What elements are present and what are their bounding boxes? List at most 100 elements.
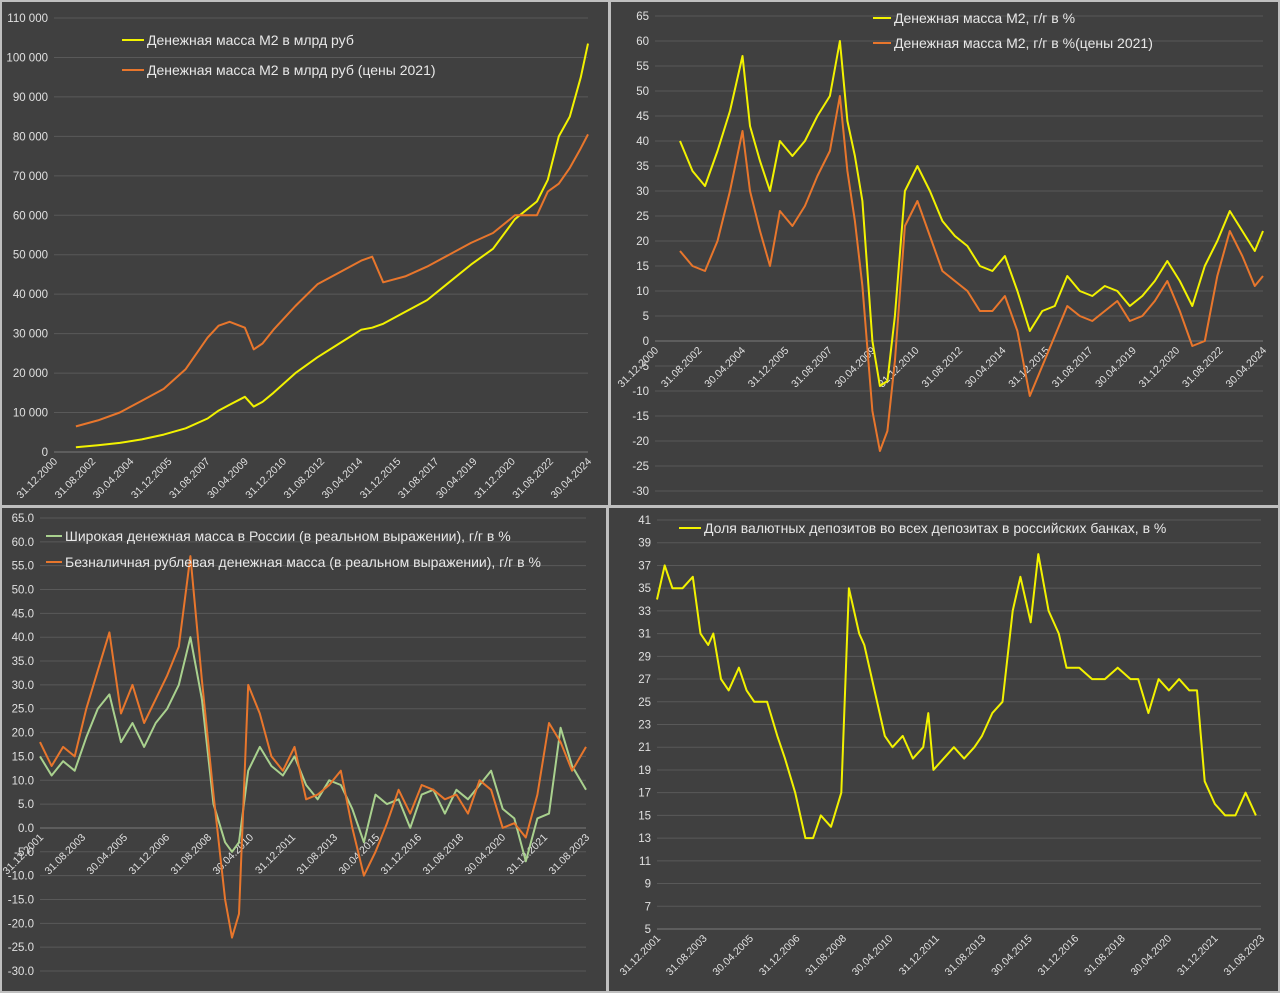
x-tick-label: 31.12.2011 — [897, 933, 942, 978]
x-tick-label: 30.04.2024 — [1223, 345, 1269, 391]
y-tick-label: 40 000 — [13, 289, 48, 301]
x-tick-label: 31.08.2018 — [1082, 933, 1128, 979]
y-tick-label: 40 — [636, 136, 649, 148]
y-tick-label: 90 000 — [13, 92, 48, 104]
x-tick-label: 31.12.2005 — [746, 345, 792, 391]
y-tick-label: 60 000 — [13, 210, 48, 222]
chart-svg: -30 -25 -20 -15 -10 -5 0 5 10 15 20 25 30 35 40 45 50 55 6… — [615, 10, 1269, 498]
y-tick-label: 65 — [636, 11, 649, 23]
x-tick-label: 31.08.2013 — [294, 831, 340, 877]
y-tick-label: 33 — [638, 606, 651, 618]
y-tick-label: 15 — [636, 261, 649, 273]
x-tick-label: 31.12.2015 — [1006, 345, 1052, 391]
y-tick-label: 40.0 — [12, 632, 34, 644]
y-tick-label: 50 — [636, 86, 649, 98]
y-tick-label: 60 — [636, 36, 649, 48]
series-line-1 — [39, 636, 587, 863]
y-tick-label: 29 — [638, 651, 651, 663]
y-tick-label: -15.0 — [8, 894, 34, 906]
legend-label: Доля валютных депозитов во всех депозита… — [704, 520, 1166, 536]
series-line-2 — [75, 133, 589, 428]
y-tick-label: 30 — [636, 186, 649, 198]
y-tick-label: -10 — [632, 386, 649, 398]
x-tick-label: 31.12.2016 — [1036, 933, 1082, 979]
legend-label: Денежная масса М2, г/г в % — [894, 10, 1075, 26]
y-tick-label: 20 — [636, 236, 649, 248]
legend-label: Широкая денежная масса в России (в реаль… — [65, 528, 511, 544]
y-tick-label: 5.0 — [18, 799, 34, 811]
y-tick-label: 15.0 — [12, 751, 34, 763]
x-tick-label: 31.08.2012 — [919, 345, 965, 391]
y-tick-label: 70 000 — [13, 171, 48, 183]
y-tick-label: -5.0 — [14, 847, 34, 859]
y-tick-label: 17 — [638, 788, 651, 800]
x-tick-label: 31.08.2008 — [168, 831, 214, 877]
y-tick-label: 45 — [636, 111, 649, 123]
y-tick-label: -30 — [632, 486, 649, 498]
x-tick-label: 30.04.2004 — [702, 345, 748, 391]
chart-svg: 5 7 9 11 13 15 17 19 21 23 25 27 29 31 33 35 37 39 41 31.12… — [617, 515, 1267, 979]
chart-fx-deposits-share: 5 7 9 11 13 15 17 19 21 23 25 27 29 31 33 35 37 39 41 31.12… — [609, 508, 1278, 991]
y-tick-label: 55 — [636, 61, 649, 73]
y-tick-label: 20 000 — [13, 368, 48, 380]
y-tick-label: 10 — [636, 286, 649, 298]
y-tick-label: 60.0 — [12, 537, 34, 549]
series-line-2 — [679, 95, 1264, 452]
y-tick-label: -20.0 — [8, 918, 34, 930]
x-tick-label: 31.12.2006 — [126, 831, 172, 877]
y-tick-label: 10 000 — [13, 408, 48, 420]
y-tick-label: 65.0 — [12, 513, 34, 525]
x-tick-label: 30.04.2015 — [989, 933, 1035, 979]
y-tick-label: 5 — [643, 311, 649, 323]
x-tick-label: 30.04.2014 — [963, 345, 1009, 391]
y-tick-label: 20.0 — [12, 728, 34, 740]
y-tick-label: 13 — [638, 833, 651, 845]
y-tick-label: 39 — [638, 538, 651, 550]
y-tick-label: 50 000 — [13, 250, 48, 262]
y-tick-label: -25 — [632, 461, 649, 473]
y-tick-label: 50.0 — [12, 585, 34, 597]
x-tick-label: 31.12.2000 — [615, 345, 661, 391]
y-tick-label: 25 — [636, 211, 649, 223]
x-tick-label: 31.08.2017 — [1050, 345, 1096, 391]
x-tick-label: 31.08.2002 — [659, 345, 705, 391]
y-tick-label: 25 — [638, 697, 651, 709]
x-tick-label: 31.12.2016 — [378, 831, 424, 877]
x-tick-label: 31.08.2007 — [789, 345, 835, 391]
y-tick-label: 41 — [638, 515, 651, 527]
chart-m2-yoy: -30 -25 -20 -15 -10 -5 0 5 10 15 20 25 30 35 40 45 50 55 6… — [611, 2, 1278, 505]
x-tick-label: 31.08.2003 — [664, 933, 710, 979]
y-tick-label: 35 — [636, 161, 649, 173]
y-tick-label: 19 — [638, 765, 651, 777]
y-tick-label: 10.0 — [12, 775, 34, 787]
chart-m2-nominal-and-real: 0 10 000 20 000 30 000 40 000 50 000 60 000 70 … — [2, 2, 608, 505]
chart-svg: 0 10 000 20 000 30 000 40 000 50 000 60 000 70 … — [6, 13, 594, 502]
x-tick-label: 30.04.2020 — [462, 831, 508, 877]
x-tick-label: 30.04.2019 — [1093, 345, 1139, 391]
y-tick-label: 30.0 — [12, 680, 34, 692]
x-tick-label: 30.04.2005 — [84, 831, 130, 877]
y-tick-label: 11 — [639, 856, 651, 868]
y-tick-label: -20 — [632, 436, 649, 448]
y-tick-label: 100 000 — [6, 52, 48, 64]
x-tick-label: 30.04.2024 — [548, 456, 594, 502]
x-tick-label: 31.08.2022 — [1180, 345, 1226, 391]
legend-label: Денежная масса М2, г/г в %(цены 2021) — [894, 35, 1153, 51]
y-tick-label: -10.0 — [8, 871, 34, 883]
y-tick-label: 37 — [638, 560, 651, 572]
x-tick-label: 30.04.2020 — [1129, 933, 1175, 979]
y-tick-label: 15 — [638, 810, 651, 822]
x-tick-label: 31.12.2001 — [617, 933, 663, 979]
series-line-1 — [679, 40, 1264, 387]
y-tick-label: -5 — [639, 361, 649, 373]
y-tick-label: 9 — [645, 879, 651, 891]
y-tick-label: -15 — [632, 411, 649, 423]
legend-label: Денежная масса М2 в млрд руб (цены 2021) — [147, 62, 436, 78]
y-tick-label: 80 000 — [13, 131, 48, 143]
series-line-2 — [39, 555, 587, 939]
y-tick-label: 23 — [638, 720, 651, 732]
y-tick-label: 7 — [645, 901, 651, 913]
y-tick-label: -25.0 — [8, 942, 34, 954]
y-tick-label: 110 000 — [7, 13, 48, 25]
legend-label: Денежная масса М2 в млрд руб — [147, 32, 354, 48]
